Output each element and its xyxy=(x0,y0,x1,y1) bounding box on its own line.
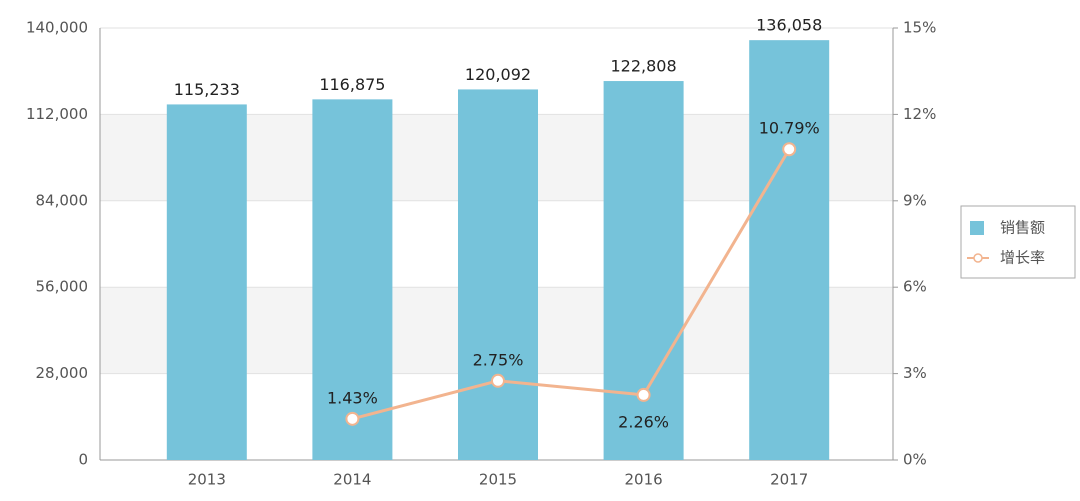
bar xyxy=(603,81,684,461)
x-tick-label: 2014 xyxy=(333,471,371,489)
bar-label: 120,092 xyxy=(465,65,531,84)
x-tick-label: 2016 xyxy=(625,471,663,489)
bar-label: 122,808 xyxy=(611,57,677,76)
bar-label: 136,058 xyxy=(756,16,822,35)
x-tick-label: 2013 xyxy=(188,471,226,489)
y2-tick-label: 12% xyxy=(903,105,936,123)
line-marker xyxy=(782,142,797,157)
line-label: 2.75% xyxy=(473,350,524,369)
y-tick-label: 56,000 xyxy=(36,278,89,296)
y-tick-label: 112,000 xyxy=(26,105,88,123)
y-tick-label: 28,000 xyxy=(36,364,89,382)
bar xyxy=(166,104,247,460)
line xyxy=(352,148,791,421)
y2-tick-label: 15% xyxy=(903,19,936,37)
line-label: 2.26% xyxy=(618,412,669,431)
y2-tick-label: 3% xyxy=(903,364,927,382)
y2-tick-label: 9% xyxy=(903,191,927,209)
bar-label: 115,233 xyxy=(174,80,240,99)
bar xyxy=(458,89,538,461)
line-marker xyxy=(345,411,360,426)
legend-label: 增长率 xyxy=(1000,249,1045,267)
legend-swatch xyxy=(970,221,984,235)
line-label: 1.43% xyxy=(327,388,378,407)
legend-label: 销售额 xyxy=(1000,219,1045,237)
y-tick-label: 140,000 xyxy=(26,19,88,37)
bar xyxy=(749,40,830,461)
legend-swatch xyxy=(973,253,983,263)
legend-box xyxy=(960,205,1076,279)
bar xyxy=(312,99,393,460)
x-tick-label: 2015 xyxy=(479,471,517,489)
x-tick-label: 2017 xyxy=(770,471,808,489)
y-tick-label: 84,000 xyxy=(36,191,89,209)
line-label: 10.79% xyxy=(759,119,820,138)
y-tick-label: 0 xyxy=(78,451,88,469)
line-marker xyxy=(636,387,651,402)
y2-tick-label: 6% xyxy=(903,278,927,296)
bar-label: 116,875 xyxy=(319,75,385,94)
line-marker xyxy=(491,373,505,388)
y2-tick-label: 0% xyxy=(903,451,927,469)
